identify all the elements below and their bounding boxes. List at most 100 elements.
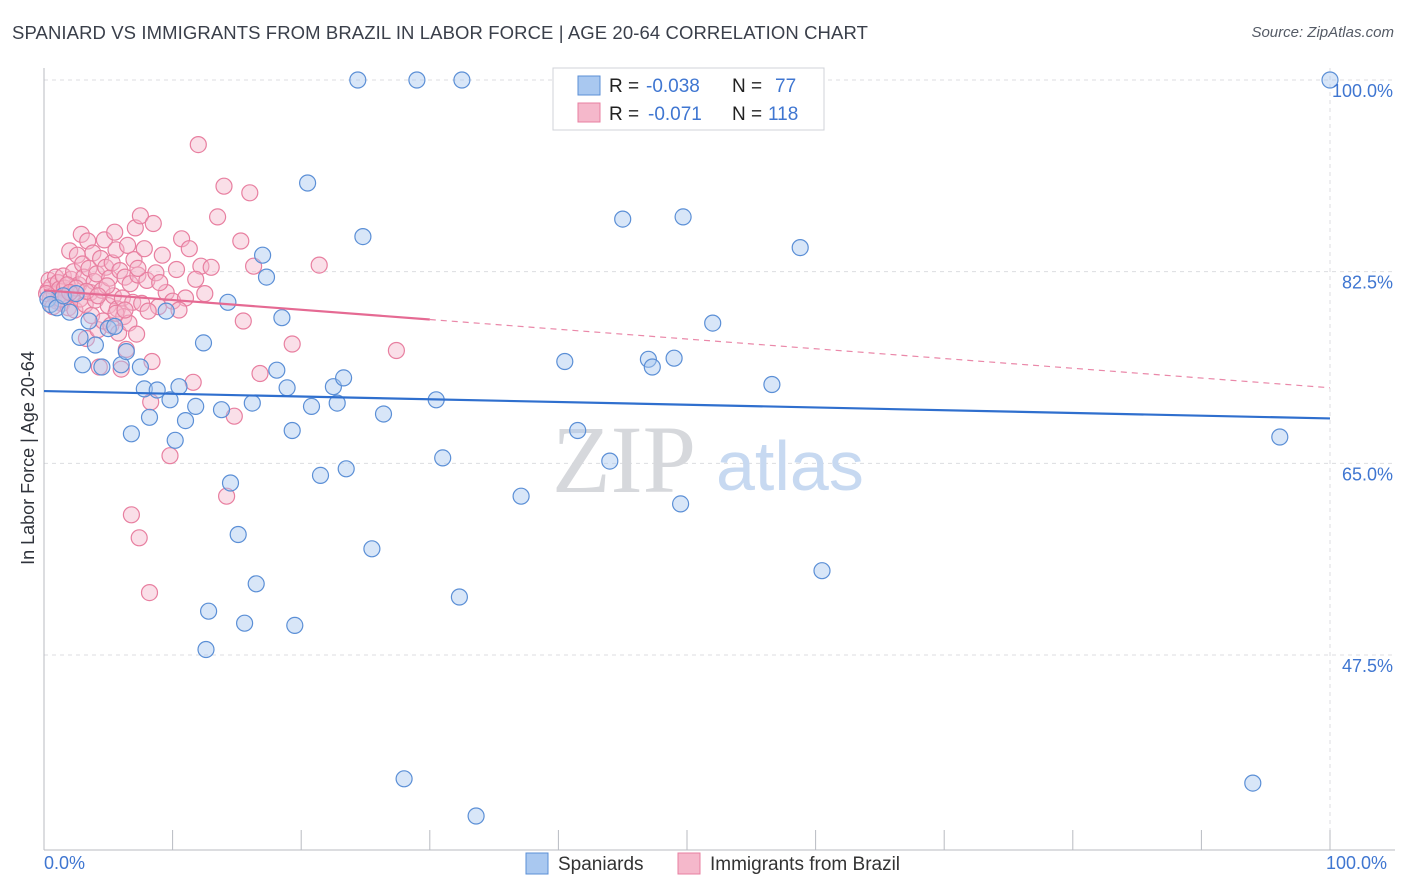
spaniard-point-10 bbox=[93, 358, 111, 376]
spaniard-point-58 bbox=[453, 71, 471, 89]
spaniard-point-22 bbox=[166, 431, 184, 449]
brazil-point-91 bbox=[218, 487, 236, 505]
y-axis-label: In Labor Force | Age 20-64 bbox=[18, 351, 38, 565]
brazil-point-115 bbox=[234, 312, 252, 330]
spaniard-point-75 bbox=[1244, 774, 1262, 792]
brazil-point-95 bbox=[245, 257, 263, 275]
brazil-point-96 bbox=[251, 364, 269, 383]
spaniard-point-36 bbox=[254, 246, 272, 264]
spaniard-point-73 bbox=[791, 239, 809, 257]
spaniard-point-37 bbox=[257, 268, 276, 286]
axes bbox=[43, 68, 1395, 851]
spaniard-point-28 bbox=[197, 640, 215, 659]
spaniard-point-24 bbox=[176, 412, 195, 430]
spaniard-point-69 bbox=[671, 495, 690, 513]
legend-swatch-spaniards bbox=[525, 852, 549, 875]
spaniard-point-41 bbox=[283, 421, 301, 440]
spaniard-point-4 bbox=[61, 303, 79, 321]
spaniard-point-8 bbox=[80, 312, 98, 330]
y-tick-labels: 100.0% 82.5% 65.0% 47.5% bbox=[1332, 81, 1393, 676]
brazil-point-75 bbox=[147, 264, 165, 282]
spaniard-point-53 bbox=[374, 405, 393, 423]
trend-line-brazil-solid bbox=[43, 289, 430, 321]
spaniard-point-31 bbox=[221, 474, 240, 492]
spaniard-point-74 bbox=[813, 562, 831, 580]
stats-n-value-spaniards: 77 bbox=[775, 76, 796, 97]
legend-label-brazil: Immigrants from Brazil bbox=[710, 854, 900, 875]
stats-r-value-brazil: -0.071 bbox=[648, 104, 702, 125]
spaniard-point-25 bbox=[187, 397, 205, 415]
stats-swatch-brazil bbox=[577, 102, 601, 123]
brazil-point-99 bbox=[387, 341, 405, 360]
chart-source: Source: ZipAtlas.com bbox=[1251, 24, 1394, 41]
spaniard-point-20 bbox=[157, 302, 175, 320]
spaniard-point-18 bbox=[140, 408, 159, 426]
spaniard-point-39 bbox=[273, 309, 291, 327]
brazil-point-81 bbox=[167, 260, 186, 279]
spaniard-point-49 bbox=[337, 460, 355, 478]
x-tick-marks bbox=[172, 830, 1331, 850]
trend-line-spaniards bbox=[43, 389, 1331, 420]
brazil-point-67 bbox=[131, 207, 149, 225]
brazil-point-66 bbox=[130, 529, 148, 547]
brazil-point-114 bbox=[202, 258, 220, 276]
brazil-point-26 bbox=[77, 329, 96, 348]
spaniard-point-57 bbox=[434, 449, 452, 467]
spaniard-point-43 bbox=[299, 174, 317, 192]
watermark-atlas: atlas bbox=[716, 427, 864, 505]
stats-n-value-brazil: 118 bbox=[768, 104, 798, 125]
spaniard-point-30 bbox=[219, 293, 237, 311]
spaniard-point-6 bbox=[71, 328, 89, 346]
spaniard-point-15 bbox=[122, 425, 140, 443]
brazil-point-113 bbox=[187, 270, 205, 288]
brazil-point-74 bbox=[144, 214, 162, 233]
brazil-point-69 bbox=[135, 240, 153, 258]
brazil-point-71 bbox=[140, 583, 159, 602]
chart-title: SPANIARD VS IMMIGRANTS FROM BRAZIL IN LA… bbox=[12, 22, 868, 43]
spaniard-point-23 bbox=[170, 378, 188, 396]
trend-lines bbox=[43, 289, 1331, 420]
brazil-point-79 bbox=[161, 447, 179, 465]
brazil-point-77 bbox=[153, 246, 171, 264]
stats-swatch-spaniards bbox=[577, 75, 601, 96]
x-tick-label-right: 100.0% bbox=[1326, 853, 1387, 873]
brazil-point-84 bbox=[180, 240, 198, 258]
brazil-point-107 bbox=[107, 304, 125, 322]
spaniard-point-9 bbox=[86, 336, 105, 354]
y-tick-label-1: 82.5% bbox=[1342, 273, 1393, 293]
legend-swatch-brazil bbox=[677, 852, 701, 875]
spaniard-point-76 bbox=[1271, 428, 1289, 446]
spaniard-point-62 bbox=[556, 352, 574, 371]
brazil-point-108 bbox=[116, 301, 134, 319]
brazil-point-112 bbox=[170, 301, 188, 319]
spaniard-point-33 bbox=[236, 614, 254, 632]
stats-r-label-brazil: R = bbox=[609, 104, 639, 125]
brazil-point-89 bbox=[209, 208, 227, 226]
spaniard-point-12 bbox=[106, 317, 124, 335]
spaniard-point-50 bbox=[349, 71, 367, 89]
y-tick-label-0: 100.0% bbox=[1332, 81, 1393, 101]
spaniard-point-45 bbox=[311, 466, 330, 484]
spaniard-point-63 bbox=[569, 421, 587, 440]
trend-line-brazil-dashed bbox=[429, 318, 1331, 389]
spaniard-point-7 bbox=[73, 356, 92, 374]
spaniard-point-51 bbox=[354, 228, 372, 246]
brazil-point-90 bbox=[215, 177, 233, 195]
spaniard-point-44 bbox=[302, 397, 321, 415]
brazil-point-52 bbox=[112, 360, 130, 378]
spaniard-point-66 bbox=[639, 350, 658, 368]
spaniard-point-52 bbox=[363, 540, 381, 558]
spaniard-point-72 bbox=[763, 375, 781, 394]
stats-n-label-spaniards: N = bbox=[732, 76, 762, 97]
brazil-point-110 bbox=[139, 302, 157, 320]
brazil-point-86 bbox=[189, 136, 207, 154]
spaniard-point-71 bbox=[704, 314, 722, 332]
spaniard-point-21 bbox=[161, 391, 179, 409]
spaniard-point-59 bbox=[450, 588, 468, 606]
spaniard-point-48 bbox=[335, 369, 353, 387]
spaniard-point-42 bbox=[286, 616, 304, 635]
spaniard-point-27 bbox=[200, 602, 218, 620]
y-tick-label-2: 65.0% bbox=[1342, 464, 1393, 484]
brazil-point-98 bbox=[310, 256, 328, 274]
